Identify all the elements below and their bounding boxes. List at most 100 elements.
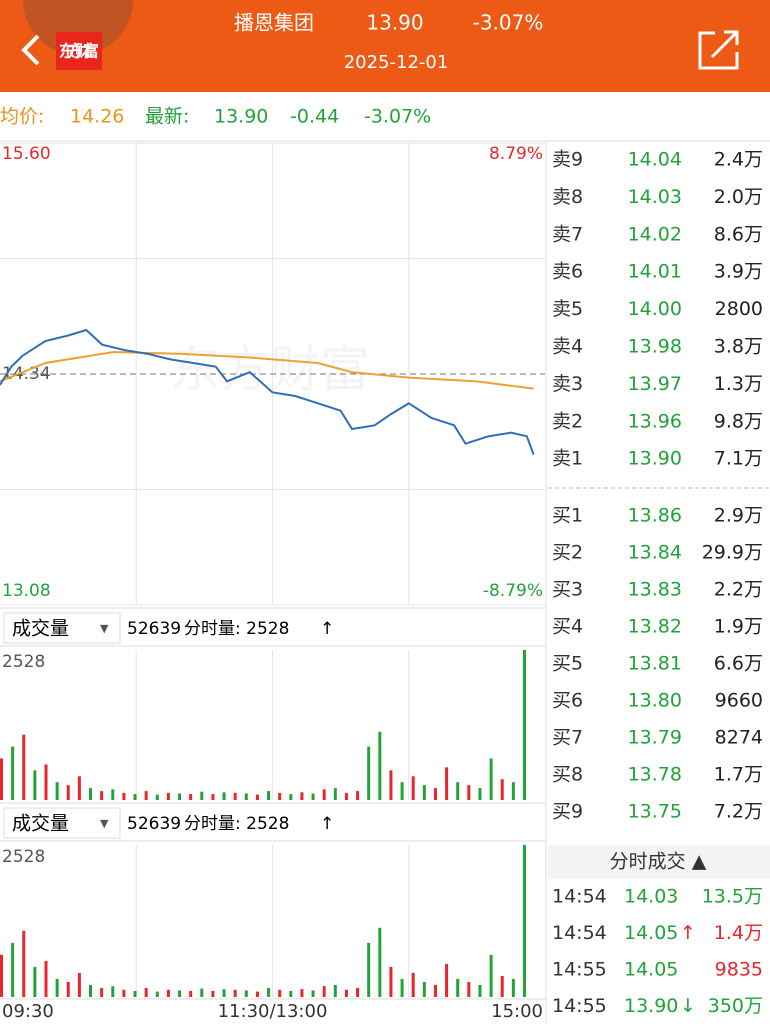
volume-bar [155, 794, 159, 800]
volume-bar [178, 990, 182, 997]
stock-name: 播恩集团 [234, 11, 314, 35]
volume-total: 52639 [127, 619, 181, 639]
trade-volume: 1.4万 [714, 922, 763, 944]
volume-bar [278, 989, 282, 997]
book-volume: 2.4万 [714, 149, 763, 171]
book-price: 14.00 [628, 298, 682, 320]
book-volume: 7.2万 [714, 801, 763, 823]
pct-label: 8.79% [489, 144, 543, 164]
book-volume: 9660 [715, 690, 763, 712]
volume-bar [77, 972, 81, 997]
volume-bar [255, 991, 259, 997]
header-change: -3.07% [473, 11, 544, 35]
book-price: 13.83 [628, 579, 682, 601]
share-button[interactable] [698, 30, 739, 70]
volume-bar [311, 990, 315, 997]
volume-bar [333, 788, 337, 800]
trades-header[interactable] [548, 845, 770, 879]
volume-dropdown[interactable] [3, 807, 121, 839]
volume-bar [278, 792, 282, 800]
volume-bar [100, 987, 104, 997]
volume-bar [244, 990, 248, 997]
back-button[interactable] [21, 34, 40, 66]
volume-bar [456, 978, 460, 997]
volume-bar [111, 986, 115, 997]
book-label: 卖6 [552, 261, 583, 283]
trade-time: 14:54 [552, 922, 607, 944]
volume-bar [400, 978, 404, 997]
volume-arrow: ↑ [320, 814, 334, 834]
volume-bar [144, 987, 148, 997]
volume-bar [300, 792, 304, 800]
volume-bar [489, 758, 493, 800]
book-label: 买7 [552, 727, 583, 749]
volume-bar [233, 989, 237, 997]
book-price: 13.96 [628, 410, 682, 432]
volume-current: 分时量: 2528 [184, 619, 289, 639]
y-tick-label: 14.34 [2, 364, 51, 384]
book-volume: 8.6万 [714, 223, 763, 245]
volume-dropdown[interactable] [3, 612, 121, 644]
logo-box [56, 32, 102, 70]
volume-label: 成交量 [12, 618, 69, 640]
volume-bar [11, 942, 15, 997]
book-volume: 3.9万 [714, 261, 763, 283]
trade-price: 14.05 [624, 959, 678, 981]
volume-bar [244, 793, 248, 800]
x-tick-label: 09:30 [2, 1001, 54, 1022]
volume-bar [378, 927, 382, 997]
book-label: 卖8 [552, 186, 583, 208]
volume-bar [322, 789, 326, 800]
book-label: 卖2 [552, 410, 583, 432]
volume-bar [522, 650, 526, 800]
camera-overlay [23, 0, 133, 55]
volume-bar [311, 793, 315, 800]
volume-bar [11, 746, 15, 800]
book-label: 买4 [552, 616, 583, 638]
volume-bar [33, 966, 37, 997]
volume-bar [255, 794, 259, 800]
x-tick-label: 11:30/13:00 [218, 1001, 328, 1022]
volume-bar [422, 981, 426, 997]
book-volume: 8274 [715, 727, 763, 749]
book-label: 买8 [552, 764, 583, 786]
price-line [0, 328, 535, 456]
volume-bar [433, 984, 437, 997]
volume-bar [378, 731, 382, 800]
volume-bar [55, 782, 59, 800]
logo: 东方财富 [59, 42, 99, 61]
volume-bar [233, 792, 237, 800]
volume-bar [411, 972, 415, 997]
header-price: 13.90 [366, 11, 423, 35]
book-price: 13.81 [628, 653, 682, 675]
book-price: 13.79 [628, 727, 682, 749]
book-price: 13.78 [628, 764, 682, 786]
book-price: 14.01 [628, 261, 682, 283]
book-volume: 1.7万 [714, 764, 763, 786]
trades-title: 分时成交 ▲ [610, 851, 707, 873]
volume-bar [267, 791, 271, 800]
volume-bar [89, 984, 93, 997]
volume-bar [322, 986, 326, 997]
trade-time: 14:55 [552, 995, 607, 1017]
volume-max-label: 2528 [2, 652, 45, 672]
volume-bar [522, 845, 526, 997]
trade-arrow: ↓ [680, 995, 696, 1017]
volume-total: 52639 [127, 814, 181, 834]
volume-bar [77, 776, 81, 800]
trade-arrow: ↑ [680, 922, 696, 944]
volume-bar [22, 734, 26, 800]
volume-bar [55, 978, 59, 997]
volume-bar [456, 782, 460, 800]
volume-bar [222, 792, 226, 800]
volume-bar [289, 990, 293, 997]
volume-bar [489, 954, 493, 997]
book-volume: 1.3万 [714, 373, 763, 395]
volume-bar [133, 794, 137, 800]
book-price: 14.03 [628, 186, 682, 208]
volume-label: 成交量 [12, 813, 69, 835]
volume-bar [422, 785, 426, 800]
book-volume: 7.1万 [714, 448, 763, 470]
book-label: 卖3 [552, 373, 583, 395]
